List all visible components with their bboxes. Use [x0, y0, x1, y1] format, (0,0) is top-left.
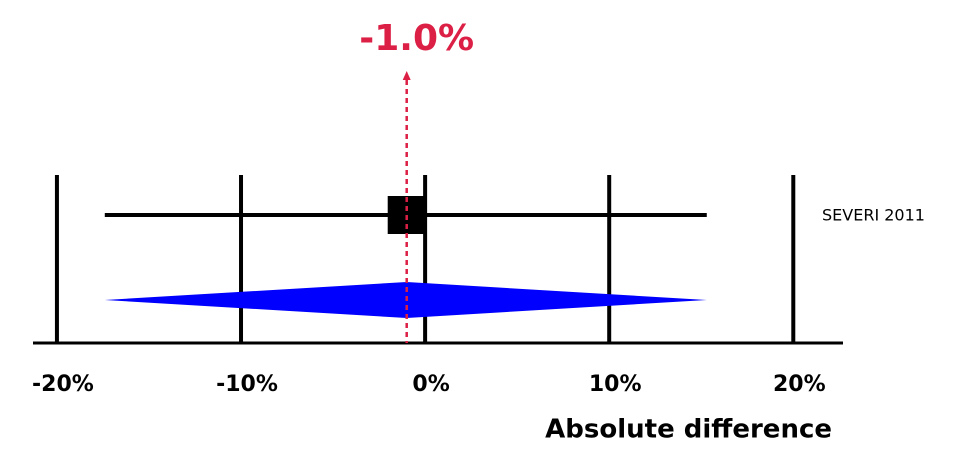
x-tick-label: 20%	[773, 372, 826, 397]
study-label: SEVERI 2011	[822, 206, 925, 225]
x-tick-label: -10%	[216, 372, 278, 397]
x-tick-label: -20%	[32, 372, 94, 397]
x-tick-label: 10%	[589, 372, 642, 397]
x-axis-label: Absolute difference	[545, 415, 832, 445]
x-tick-label: 0%	[412, 372, 449, 397]
estimate-label: -1.0%	[359, 18, 474, 59]
arrow-head	[402, 71, 411, 80]
